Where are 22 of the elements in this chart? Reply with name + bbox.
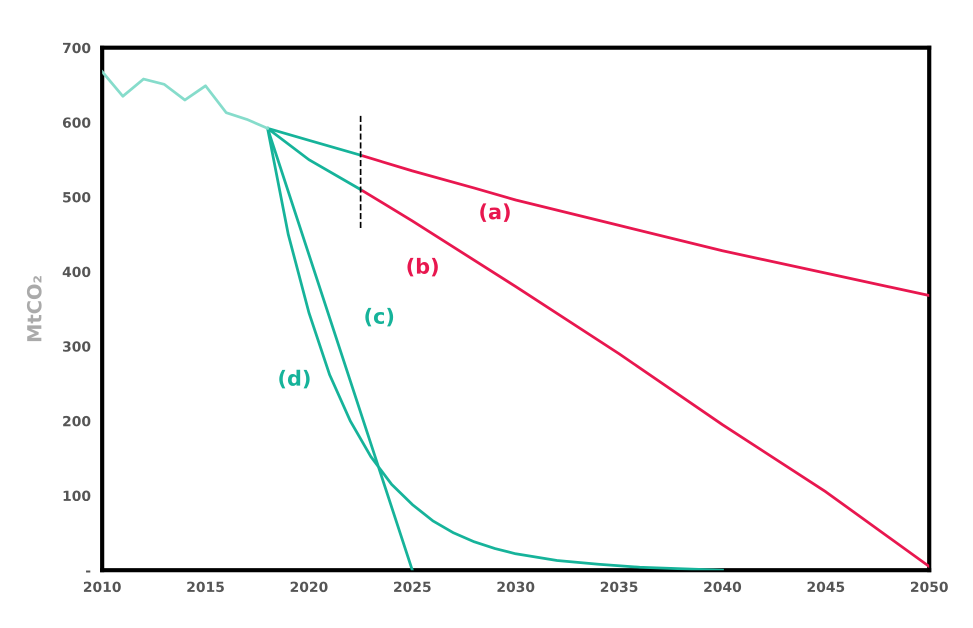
x-tick-label: 2040 bbox=[704, 582, 742, 592]
y-tick-label: 100 bbox=[64, 490, 90, 502]
x-tick-label: 2015 bbox=[187, 582, 224, 592]
y-tick-label: 500 bbox=[63, 192, 90, 202]
x-tick-label: 2045 bbox=[808, 582, 844, 592]
series-label: (a) bbox=[480, 203, 510, 222]
y-tick-label: - bbox=[86, 570, 90, 572]
x-tick-label: 2020 bbox=[290, 582, 328, 592]
x-tick-label: 2030 bbox=[497, 582, 534, 592]
y-tick-label: 600 bbox=[62, 117, 90, 128]
x-tick-label: 2050 bbox=[910, 582, 948, 592]
y-tick-label: 700 bbox=[62, 42, 90, 54]
x-tick-label: 2035 bbox=[600, 582, 638, 592]
x-tick-label: 2010 bbox=[84, 582, 121, 592]
y-tick-label: 300 bbox=[62, 341, 90, 352]
y-axis-title: MtCO₂ bbox=[26, 276, 42, 342]
series-label: (d) bbox=[279, 370, 310, 388]
x-tick-label: 2025 bbox=[394, 582, 431, 592]
series-label: (c) bbox=[365, 308, 394, 326]
y-tick-label: 200 bbox=[63, 416, 90, 426]
series-label: (b) bbox=[407, 258, 438, 276]
y-tick-label: 400 bbox=[62, 266, 90, 278]
